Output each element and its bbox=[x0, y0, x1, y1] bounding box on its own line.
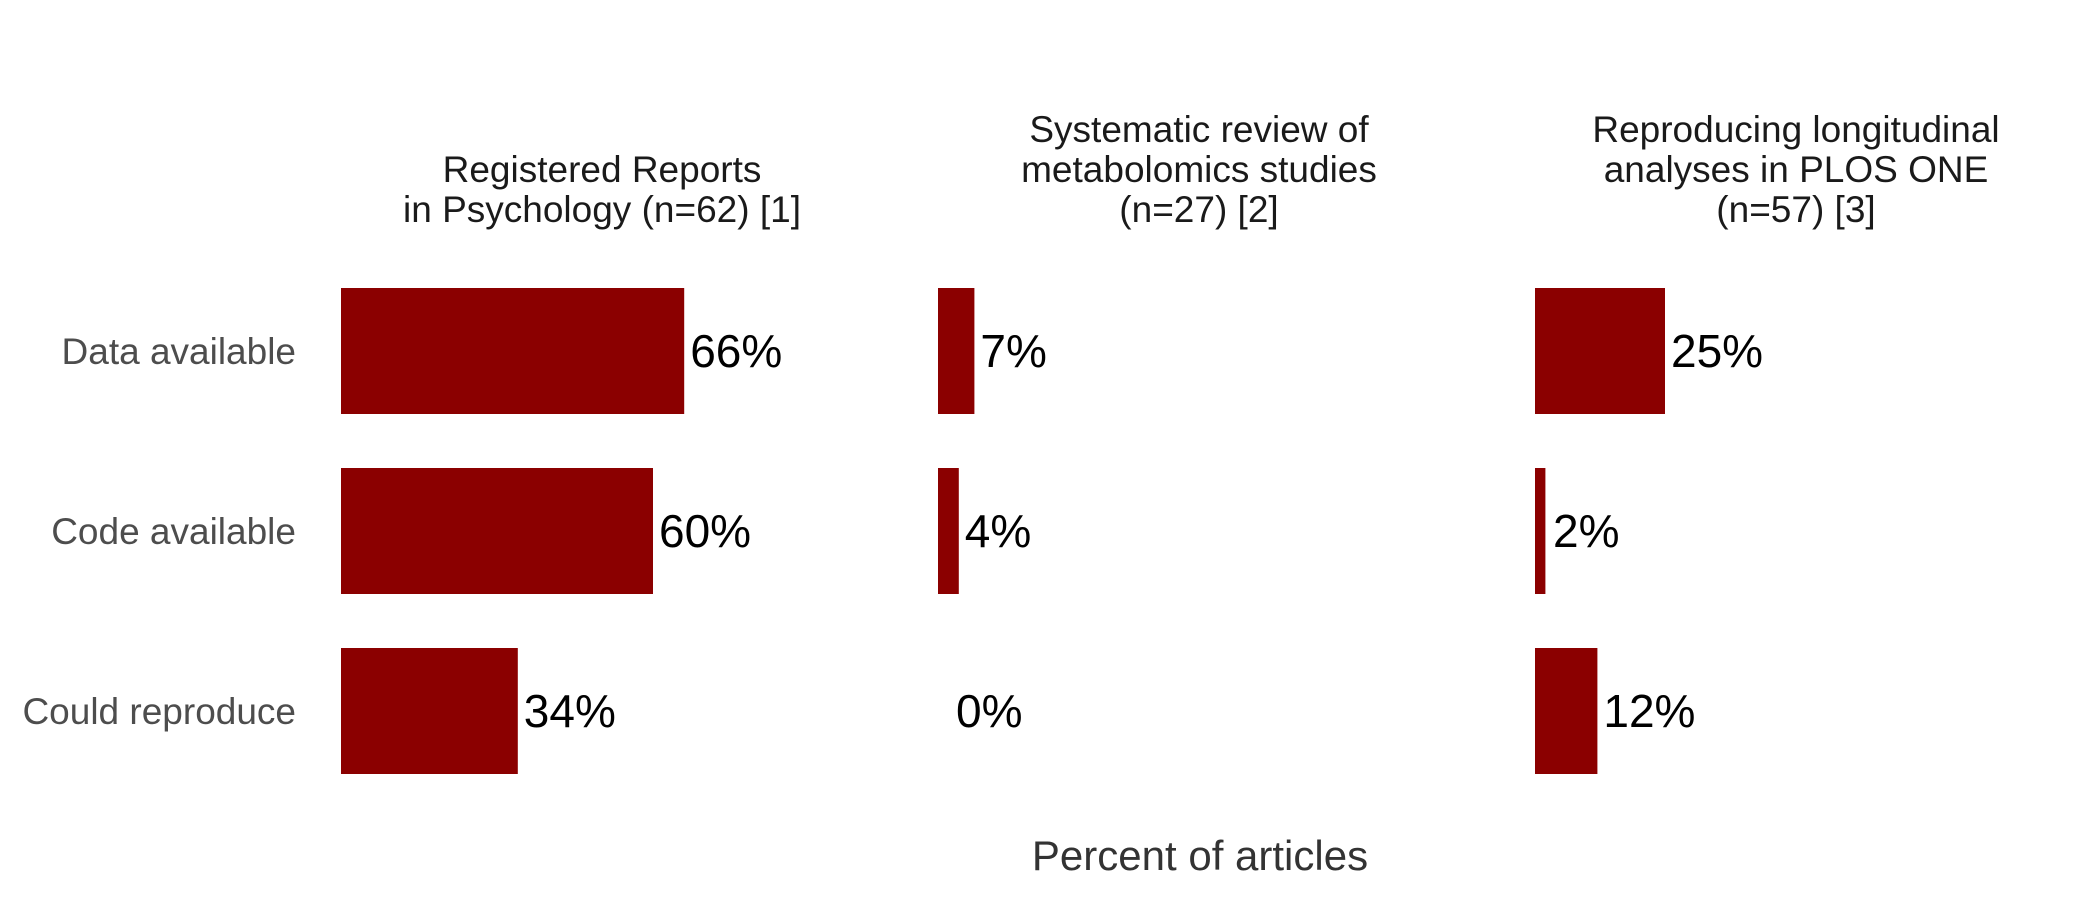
panel-title-line: in Psychology (n=62) [1] bbox=[403, 189, 801, 230]
value-label: 25% bbox=[1671, 325, 1763, 377]
panel-title-line: analyses in PLOS ONE bbox=[1604, 149, 1989, 190]
value-label: 2% bbox=[1553, 505, 1619, 557]
value-label: 7% bbox=[980, 325, 1046, 377]
value-label: 66% bbox=[690, 325, 782, 377]
bar bbox=[341, 288, 685, 414]
panel-title-line: (n=57) [3] bbox=[1716, 189, 1875, 230]
category-labels: Data available Code available Could reprod… bbox=[22, 331, 296, 732]
bar bbox=[1535, 468, 1546, 594]
panel-title-line: (n=27) [2] bbox=[1119, 189, 1278, 230]
category-label: Data available bbox=[62, 331, 296, 372]
category-label: Could reproduce bbox=[22, 691, 296, 732]
bar bbox=[1535, 648, 1598, 774]
bar bbox=[938, 288, 975, 414]
value-label: 60% bbox=[659, 505, 751, 557]
bar bbox=[341, 468, 653, 594]
value-label: 12% bbox=[1603, 685, 1695, 737]
panel-title-line: Registered Reports bbox=[443, 149, 762, 190]
x-axis-label: Percent of articles bbox=[1032, 832, 1368, 879]
value-label: 34% bbox=[524, 685, 616, 737]
bar bbox=[1535, 288, 1665, 414]
bar bbox=[341, 648, 518, 774]
value-label: 4% bbox=[965, 505, 1031, 557]
panel-title-line: Reproducing longitudinal bbox=[1592, 109, 1999, 150]
value-label: 0% bbox=[956, 685, 1022, 737]
panel-title-line: Systematic review of bbox=[1029, 109, 1369, 150]
bar bbox=[938, 468, 959, 594]
panel-title-line: metabolomics studies bbox=[1021, 149, 1377, 190]
category-label: Code available bbox=[51, 511, 296, 552]
